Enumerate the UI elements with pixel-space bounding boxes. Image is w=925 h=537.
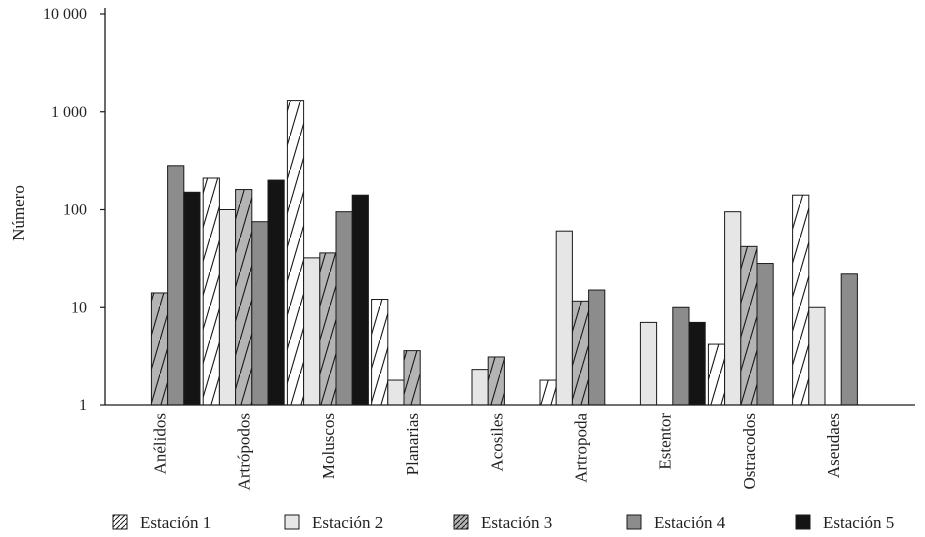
x-tick-label: Artrópodos xyxy=(235,413,254,490)
x-tick-label: Acosiles xyxy=(487,413,506,472)
bar-2-5 xyxy=(471,369,489,406)
bar-3-4 xyxy=(403,350,421,406)
bar-5-2 xyxy=(267,179,285,406)
x-tick-label: Anélidos xyxy=(151,413,170,474)
legend-swatch-1 xyxy=(112,514,128,530)
bar-1-9 xyxy=(792,194,810,406)
legend-swatch-3 xyxy=(453,514,469,530)
bar-2-8 xyxy=(724,211,742,406)
x-tick-label: Artropoda xyxy=(572,413,591,483)
legend-label-5: Estación 5 xyxy=(823,513,894,532)
bar-4-8 xyxy=(756,263,774,406)
bar-2-3 xyxy=(303,257,321,406)
legend-swatch-2 xyxy=(284,514,300,530)
y-tick-label: 1 000 xyxy=(51,104,87,121)
bar-3-1 xyxy=(150,292,169,406)
legend-label-3: Estación 3 xyxy=(481,513,552,532)
bar-5-1 xyxy=(183,191,201,406)
y-axis: 1 10 100 1 000 10 000 xyxy=(43,6,106,414)
bar-3-8 xyxy=(740,245,758,406)
legend-label-1: Estación 1 xyxy=(140,513,211,532)
bars xyxy=(150,100,858,406)
bar-4-7 xyxy=(672,306,690,406)
bar-4-3 xyxy=(335,211,353,406)
bar-4-1 xyxy=(167,165,185,406)
y-tick-label: 1 xyxy=(79,397,87,414)
bar-2-7 xyxy=(639,321,658,406)
bar-1-8 xyxy=(707,343,726,406)
y-tick-label: 10 xyxy=(71,299,87,316)
bar-4-9 xyxy=(840,273,858,406)
bar-2-2 xyxy=(218,209,237,406)
bar-3-5 xyxy=(487,356,505,406)
bar-4-2 xyxy=(251,221,269,406)
bar-2-6 xyxy=(555,230,573,406)
legend: Estación 1 Estación 2 Estación 3 Estación 4… xyxy=(112,513,894,532)
x-tick-label: Aseudaes xyxy=(824,413,843,478)
bar-2-4 xyxy=(387,379,405,406)
legend-swatch-4 xyxy=(626,514,642,530)
bar-3-6 xyxy=(571,300,590,406)
legend-swatch-5 xyxy=(795,514,811,530)
bar-3-2 xyxy=(235,189,253,406)
bar-1-4 xyxy=(371,299,389,406)
x-tick-label: Ostracodos xyxy=(740,413,759,489)
x-tick-label: Estentor xyxy=(656,413,675,470)
y-tick-label: 10 000 xyxy=(43,6,87,23)
bar-1-3 xyxy=(286,100,305,406)
x-tick-label: Moluscos xyxy=(319,413,338,479)
bar-4-6 xyxy=(588,289,606,406)
y-axis-label: Número xyxy=(9,185,28,241)
bar-5-3 xyxy=(351,194,369,406)
bar-1-6 xyxy=(539,379,557,406)
legend-label-4: Estación 4 xyxy=(654,513,726,532)
x-tick-label: Planarias xyxy=(403,413,422,475)
y-tick-label: 100 xyxy=(63,202,87,219)
legend-label-2: Estación 2 xyxy=(312,513,383,532)
bar-3-3 xyxy=(319,252,337,406)
bar-1-2 xyxy=(202,177,220,406)
bar-5-7 xyxy=(688,321,706,406)
x-axis: Anélidos Artrópodos Moluscos Planarias Acosi… xyxy=(105,404,915,490)
bar-2-9 xyxy=(808,306,826,406)
